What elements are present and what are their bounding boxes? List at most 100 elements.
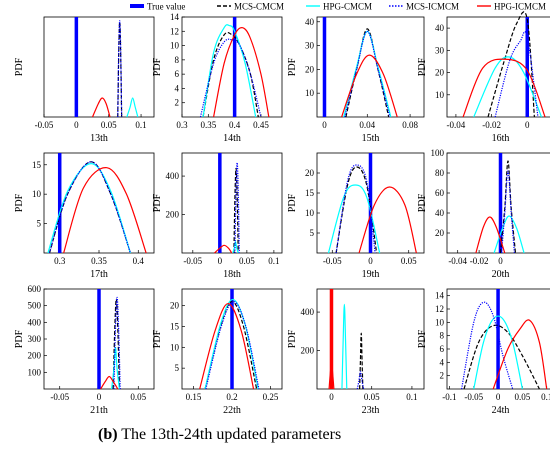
x-tick-label: 0.1 bbox=[406, 392, 417, 402]
y-axis-label: PDF bbox=[417, 57, 428, 76]
y-tick-label: 100 bbox=[28, 367, 42, 377]
x-axis-label: 13th bbox=[90, 133, 108, 144]
x-axis-label: 23th bbox=[362, 405, 380, 416]
y-tick-label: 10 bbox=[435, 317, 445, 327]
y-tick-label: 30 bbox=[305, 41, 315, 51]
x-tick-label: -0.1 bbox=[442, 392, 456, 402]
series-hpg-cmcm bbox=[473, 56, 543, 118]
x-tick-label: 0.45 bbox=[253, 120, 269, 130]
series-hpg-icmcm bbox=[214, 244, 233, 254]
legend-label-2: HPG-CMCM bbox=[323, 2, 372, 12]
x-tick-label: 0.1 bbox=[135, 120, 146, 130]
x-axis-label: 20th bbox=[492, 269, 510, 280]
legend-label-0: True value bbox=[147, 2, 185, 12]
subplot-21th: -0.05 0 0.05 100 200 300 400 500 600 21th PDF bbox=[14, 284, 155, 416]
series-mcs-icmcm bbox=[500, 170, 516, 254]
series-hpg-icmcm bbox=[475, 216, 506, 254]
x-tick-label: 0.25 bbox=[263, 392, 279, 402]
x-axis-label: 15th bbox=[362, 133, 380, 144]
series-mcs-cmcm bbox=[359, 332, 364, 390]
series-hpg-cmcm bbox=[202, 24, 257, 118]
series-mcs-icmcm bbox=[113, 296, 121, 390]
y-tick-label: 40 bbox=[435, 208, 445, 218]
y-tick-label: 2 bbox=[175, 98, 180, 108]
x-tick-label: -0.02 bbox=[470, 256, 489, 266]
y-tick-label: 100 bbox=[431, 148, 445, 158]
series-mcs-icmcm bbox=[205, 300, 260, 390]
series-mcs-cmcm bbox=[202, 31, 259, 118]
x-tick-label: 0.04 bbox=[359, 120, 375, 130]
series-hpg-icmcm bbox=[492, 319, 548, 390]
series-hpg-cmcm bbox=[204, 298, 259, 390]
legend: True value MCS-CMCM HPG-CMCM MCS-ICMCM HPG-I… bbox=[130, 2, 546, 12]
x-tick-label: 0 bbox=[368, 256, 373, 266]
y-axis-label: PDF bbox=[287, 329, 298, 348]
y-tick-label: 400 bbox=[301, 307, 315, 317]
y-tick-label: 10 bbox=[170, 41, 180, 51]
y-tick-label: 6 bbox=[440, 344, 445, 354]
y-tick-label: 15 bbox=[305, 188, 315, 198]
y-axis-label: PDF bbox=[14, 57, 25, 76]
y-tick-label: 20 bbox=[435, 68, 445, 78]
x-tick-label: 0 bbox=[218, 256, 223, 266]
y-tick-label: 15 bbox=[170, 322, 180, 332]
x-tick-label: 0.1 bbox=[268, 256, 279, 266]
y-tick-label: 40 bbox=[305, 17, 315, 27]
x-tick-label: 0.05 bbox=[101, 120, 117, 130]
series-mcs-cmcm bbox=[335, 166, 378, 254]
series-hpg-icmcm bbox=[341, 54, 398, 118]
subplot-15th: 0 0.04 0.08 10 20 30 40 15th PDF bbox=[287, 16, 425, 144]
x-tick-label: 0.05 bbox=[364, 392, 380, 402]
y-axis-label: PDF bbox=[152, 193, 163, 212]
y-tick-label: 500 bbox=[28, 301, 42, 311]
axes-frame bbox=[316, 16, 425, 118]
y-tick-label: 20 bbox=[170, 301, 180, 311]
subplot-20th: -0.04 -0.02 0 20 40 60 80 100 20th PDF bbox=[417, 148, 550, 280]
y-tick-label: 10 bbox=[435, 90, 445, 100]
x-tick-label: 0.2 bbox=[226, 392, 237, 402]
x-axis-label: 19th bbox=[362, 269, 380, 280]
legend-label-4: HPG-ICMCM bbox=[494, 2, 546, 12]
y-tick-label: 60 bbox=[435, 188, 445, 198]
y-tick-label: 2 bbox=[440, 371, 445, 381]
subplot-14th: 0.3 0.35 0.4 0.45 2 4 6 8 10 12 14 14th PDF bbox=[152, 12, 283, 144]
series-hpg-icmcm bbox=[462, 58, 546, 118]
y-tick-label: 14 bbox=[435, 291, 445, 301]
y-tick-label: 10 bbox=[32, 189, 42, 199]
y-tick-label: 10 bbox=[305, 88, 315, 98]
y-tick-label: 5 bbox=[310, 228, 315, 238]
y-tick-label: 200 bbox=[166, 210, 180, 220]
figure-canvas: True value MCS-CMCM HPG-CMCM MCS-ICMCM HPG-I… bbox=[14, 2, 550, 416]
x-tick-label: -0.05 bbox=[50, 392, 69, 402]
y-tick-label: 4 bbox=[175, 83, 180, 93]
series-mcs-cmcm bbox=[499, 160, 517, 254]
subplot-19th: -0.05 0 0.05 5 10 15 20 19th PDF bbox=[287, 152, 425, 280]
x-tick-label: -0.05 bbox=[35, 120, 54, 130]
y-axis-label: PDF bbox=[287, 57, 298, 76]
x-axis-label: 22th bbox=[223, 405, 241, 416]
subplot-16th: -0.04 -0.02 0 10 20 30 40 16th PDF bbox=[417, 11, 550, 144]
subplot-13th: -0.05 0 0.05 0.1 13th PDF bbox=[14, 16, 155, 144]
x-tick-label: -0.05 bbox=[323, 256, 342, 266]
subplot-18th: -0.05 0 0.05 0.1 200 400 18th PDF bbox=[152, 152, 283, 280]
y-tick-label: 600 bbox=[28, 284, 42, 294]
y-tick-label: 20 bbox=[305, 64, 315, 74]
series-hpg-icmcm bbox=[328, 363, 335, 390]
series-hpg-icmcm bbox=[199, 302, 255, 390]
y-tick-label: 10 bbox=[305, 208, 315, 218]
legend-label-1: MCS-CMCM bbox=[234, 2, 284, 12]
series-mcs-icmcm bbox=[234, 162, 240, 254]
x-axis-label: 21th bbox=[90, 405, 108, 416]
series-hpg-cmcm bbox=[493, 215, 525, 254]
axes-frame bbox=[446, 152, 550, 254]
x-axis-label: 18th bbox=[223, 269, 241, 280]
x-tick-label: -0.04 bbox=[448, 256, 467, 266]
x-tick-label: 0 bbox=[525, 120, 530, 130]
y-tick-label: 200 bbox=[28, 351, 42, 361]
caption-label: (b) bbox=[98, 426, 118, 443]
series-mcs-cmcm bbox=[233, 167, 239, 254]
y-tick-label: 10 bbox=[170, 342, 180, 352]
x-tick-label: 0.05 bbox=[515, 392, 531, 402]
y-axis-label: PDF bbox=[14, 193, 25, 212]
y-tick-label: 30 bbox=[435, 45, 445, 55]
